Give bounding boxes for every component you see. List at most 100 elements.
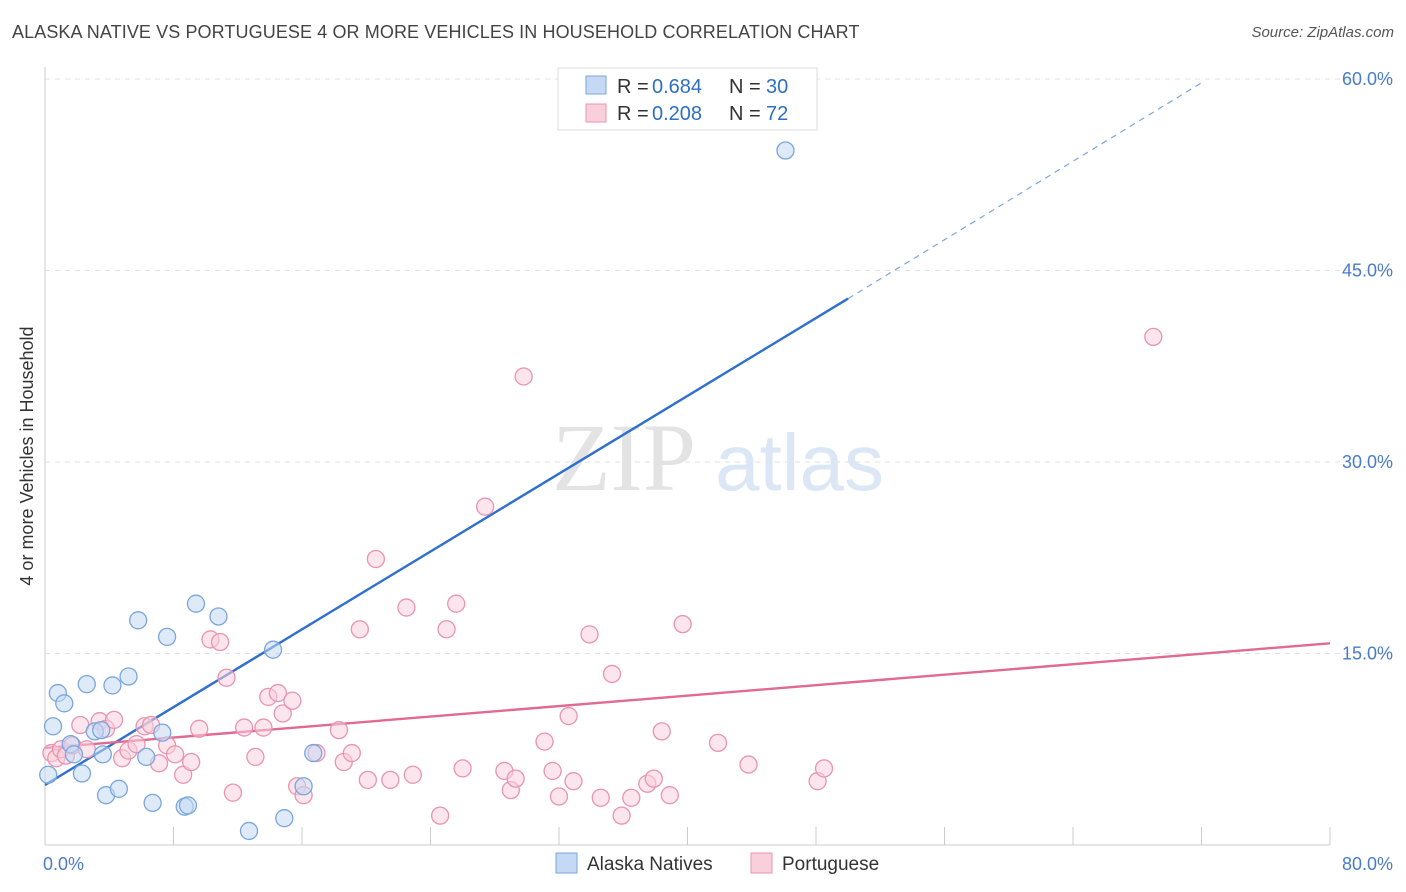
portuguese-point xyxy=(739,755,758,774)
portuguese-point xyxy=(342,743,361,763)
bottom-legend-label-alaska: Alaska Natives xyxy=(587,854,713,875)
alaska-point xyxy=(304,743,323,763)
alaska-point xyxy=(39,765,58,784)
portuguese-point xyxy=(223,783,243,802)
alaska-point xyxy=(64,745,84,764)
portuguese-point xyxy=(437,620,456,639)
legend-swatch-pink xyxy=(585,103,607,123)
bottom-legend: Alaska Natives Portuguese xyxy=(555,852,879,875)
portuguese-point xyxy=(673,614,692,634)
watermark: ZIP atlas xyxy=(552,404,884,511)
portuguese-point xyxy=(1144,327,1163,347)
watermark-zip: ZIP xyxy=(552,404,696,511)
portuguese-point xyxy=(506,769,525,788)
portuguese-point xyxy=(254,718,273,737)
portuguese-point xyxy=(453,759,472,778)
alaska-point xyxy=(209,607,228,626)
y-tick-label: 45.0% xyxy=(1342,261,1393,281)
portuguese-point xyxy=(535,732,554,751)
y-axis-label: 4 or more Vehicles in Household xyxy=(17,326,37,585)
alaska-point xyxy=(92,720,111,740)
portuguese-point xyxy=(612,806,631,825)
portuguese-point xyxy=(190,719,209,738)
portuguese-point xyxy=(235,718,254,737)
portuguese-point xyxy=(350,620,369,639)
x-tick-label: 80.0% xyxy=(1342,854,1393,874)
portuguese-point xyxy=(358,770,378,790)
legend-blue-n-value: 30 xyxy=(766,76,788,98)
legend-pink-n-label: N = xyxy=(729,103,761,125)
portuguese-point xyxy=(430,806,450,825)
portuguese-point xyxy=(559,706,578,726)
portuguese-point xyxy=(246,747,265,767)
x-tick-label: 0.0% xyxy=(43,854,84,874)
portuguese-point xyxy=(381,770,400,790)
alaska-point xyxy=(143,793,162,813)
bottom-legend-label-portuguese: Portuguese xyxy=(782,854,879,875)
y-tick-label: 30.0% xyxy=(1342,452,1393,472)
legend-blue-r-value: 0.684 xyxy=(652,76,702,98)
portuguese-point xyxy=(644,769,663,788)
y-tick-label: 15.0% xyxy=(1342,644,1393,664)
portuguese-point xyxy=(104,710,124,730)
portuguese-point xyxy=(165,745,185,764)
portuguese-point xyxy=(602,664,622,684)
alaska-point xyxy=(93,745,112,764)
portuguese-point xyxy=(549,787,569,806)
portuguese-point xyxy=(366,549,386,569)
alaska-point xyxy=(77,674,96,694)
alaska-point xyxy=(153,723,172,742)
alaska-point xyxy=(263,640,283,659)
alaska-point xyxy=(43,717,63,736)
chart-title: ALASKA NATIVE VS PORTUGUESE 4 OR MORE VE… xyxy=(12,22,860,42)
legend-pink-r-label: R = xyxy=(617,103,649,125)
grid-lines xyxy=(45,78,1392,654)
alaska-point xyxy=(103,676,122,695)
portuguese-point xyxy=(652,722,671,741)
portuguese-point xyxy=(273,704,292,723)
watermark-atlas: atlas xyxy=(715,418,884,507)
portuguese-point xyxy=(580,625,599,644)
portuguese-point xyxy=(591,788,610,807)
alaska-point xyxy=(186,594,206,613)
legend: R = 0.684 N = 30 R = 0.208 N = 72 xyxy=(557,67,818,131)
portuguese-point xyxy=(329,720,349,740)
portuguese-point xyxy=(708,733,728,753)
y-tick-label: 60.0% xyxy=(1342,69,1393,89)
portuguese-point xyxy=(514,367,533,386)
alaska-point xyxy=(72,764,92,783)
alaska-point xyxy=(776,141,795,160)
portuguese-point xyxy=(622,788,641,807)
legend-blue-r-label: R = xyxy=(617,76,649,98)
bottom-legend-swatch-blue xyxy=(555,852,578,874)
portuguese-point xyxy=(543,761,562,781)
alaska-trend-line xyxy=(44,297,849,787)
legend-swatch-blue xyxy=(585,75,607,95)
data-points xyxy=(39,141,1163,841)
legend-pink-n-value: 72 xyxy=(766,103,788,125)
alaska-trend-extension xyxy=(847,82,1202,300)
portuguese-point xyxy=(660,786,679,805)
portuguese-point xyxy=(268,683,288,703)
portuguese-point xyxy=(210,632,230,652)
portuguese-point xyxy=(283,691,302,710)
portuguese-point xyxy=(182,752,201,772)
alaska-point xyxy=(178,796,198,815)
source-label: Source: ZipAtlas.com xyxy=(1251,24,1394,41)
alaska-point xyxy=(129,611,148,630)
portuguese-point xyxy=(447,594,466,613)
alaska-point xyxy=(119,667,138,686)
legend-blue-n-label: N = xyxy=(729,76,761,98)
alaska-point xyxy=(157,627,177,647)
axes xyxy=(44,67,1331,846)
legend-pink-r-value: 0.208 xyxy=(652,103,702,125)
alaska-point xyxy=(55,694,74,713)
portuguese-point xyxy=(403,765,422,784)
bottom-legend-swatch-pink xyxy=(750,852,773,874)
tick-labels: 15.0% 30.0% 45.0% 60.0% 0.0% 80.0% xyxy=(43,69,1393,874)
portuguese-point xyxy=(217,668,236,687)
alaska-point xyxy=(137,747,156,767)
portuguese-point xyxy=(475,497,495,516)
portuguese-point xyxy=(127,734,146,754)
